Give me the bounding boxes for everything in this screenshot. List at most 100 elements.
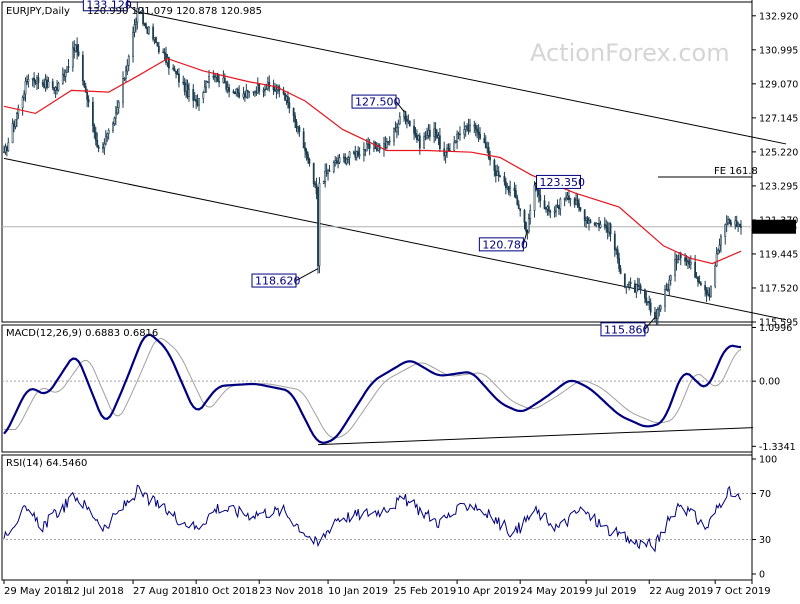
candle-body	[579, 207, 582, 211]
candle-body	[619, 268, 622, 275]
candle-body	[93, 125, 96, 133]
annotation-leader	[644, 316, 656, 330]
x-tick-label: 12 Jul 2018	[67, 586, 124, 597]
candle-body	[21, 97, 24, 109]
candle-body	[387, 141, 390, 143]
candle-body	[527, 218, 530, 233]
x-tick-label: 10 Oct 2018	[196, 586, 258, 597]
price-tick-label: 117.520	[759, 283, 798, 294]
candle-body	[456, 133, 458, 142]
candle-body	[537, 189, 540, 196]
candle-body	[112, 123, 114, 131]
annotation-box	[536, 174, 582, 189]
candle-body	[327, 170, 329, 174]
candle-body	[255, 90, 258, 94]
candle-body	[556, 204, 559, 208]
candle-body	[417, 135, 420, 141]
candle-body	[484, 142, 487, 148]
candle-body	[162, 51, 165, 54]
candle-body	[226, 87, 229, 90]
candle-body	[248, 91, 251, 93]
candle-body	[116, 107, 119, 114]
price-tick-label: 119.445	[759, 249, 798, 260]
candle-body	[609, 223, 612, 235]
candle-body	[33, 77, 36, 82]
candle-body	[23, 93, 25, 98]
candle-body	[734, 220, 737, 226]
candle-body	[586, 218, 589, 224]
candle-body	[404, 111, 407, 120]
candle-body	[147, 26, 150, 34]
candle-body	[678, 253, 681, 260]
candle-body	[126, 64, 129, 72]
candle-body	[71, 47, 74, 68]
candle-body	[334, 160, 337, 163]
candle-body	[76, 44, 79, 53]
candle-body	[295, 121, 298, 129]
annotation-label: 127.500	[355, 96, 401, 109]
candle-body	[365, 143, 368, 152]
macd-tick-label: 1.0996	[759, 323, 792, 334]
candle-body	[205, 81, 208, 88]
channel-line-2	[137, 11, 787, 145]
candle-body	[525, 221, 527, 231]
candle-body	[428, 130, 431, 137]
candle-body	[656, 309, 659, 319]
candle-body	[666, 289, 669, 291]
candle-body	[337, 162, 339, 164]
candle-body	[473, 124, 476, 127]
rsi-tick-label: 30	[759, 535, 771, 546]
candle-body	[91, 101, 94, 126]
candle-body	[146, 27, 149, 34]
macd-tick-label: 0.00	[759, 377, 780, 388]
candle-body	[264, 89, 266, 91]
candle-body	[87, 99, 90, 103]
annotation-leader	[295, 268, 319, 281]
candle-body	[699, 282, 702, 286]
candle-body	[636, 284, 639, 288]
candle-body	[685, 260, 688, 262]
candle-body	[474, 125, 477, 130]
candle-body	[469, 124, 471, 132]
candle-body	[74, 44, 77, 52]
candle-body	[717, 250, 719, 255]
candle-body	[523, 210, 526, 223]
candle-body	[649, 302, 652, 313]
candle-body	[559, 198, 562, 210]
annotation-label: 120.780	[482, 238, 528, 251]
price-tick-label: 132.920	[759, 11, 798, 22]
candle-body	[152, 26, 155, 40]
candle-body	[605, 225, 608, 228]
candle-body	[715, 253, 718, 267]
candle-body	[545, 208, 547, 210]
annotation-leader	[522, 230, 528, 245]
candle-body	[436, 134, 438, 138]
candle-body	[476, 128, 479, 133]
candle-body	[487, 147, 490, 158]
candle-body	[302, 131, 305, 149]
candle-body	[546, 206, 549, 210]
candle-body	[427, 130, 430, 136]
candle-body	[36, 77, 38, 84]
candle-body	[664, 289, 666, 307]
candle-body	[569, 198, 572, 200]
candle-body	[338, 157, 341, 163]
candle-body	[695, 276, 698, 278]
candle-body	[208, 75, 210, 83]
candle-body	[203, 86, 206, 93]
candle-body	[47, 81, 50, 88]
candle-body	[243, 93, 246, 98]
candle-body	[342, 156, 345, 159]
candle-body	[63, 74, 66, 77]
candle-body	[407, 120, 410, 122]
candle-body	[547, 206, 550, 212]
macd-label: MACD(12,26,9) 0.6883 0.6816	[6, 328, 158, 339]
x-tick-label: 7 Oct 2019	[715, 586, 770, 597]
x-tick-label: 23 Nov 2018	[259, 586, 323, 597]
candle-body	[674, 259, 676, 276]
candle-body	[83, 80, 86, 87]
rsi-tick-label: 100	[759, 455, 777, 466]
candle-body	[698, 281, 701, 284]
candle-body	[615, 249, 618, 251]
candle-body	[222, 77, 225, 83]
